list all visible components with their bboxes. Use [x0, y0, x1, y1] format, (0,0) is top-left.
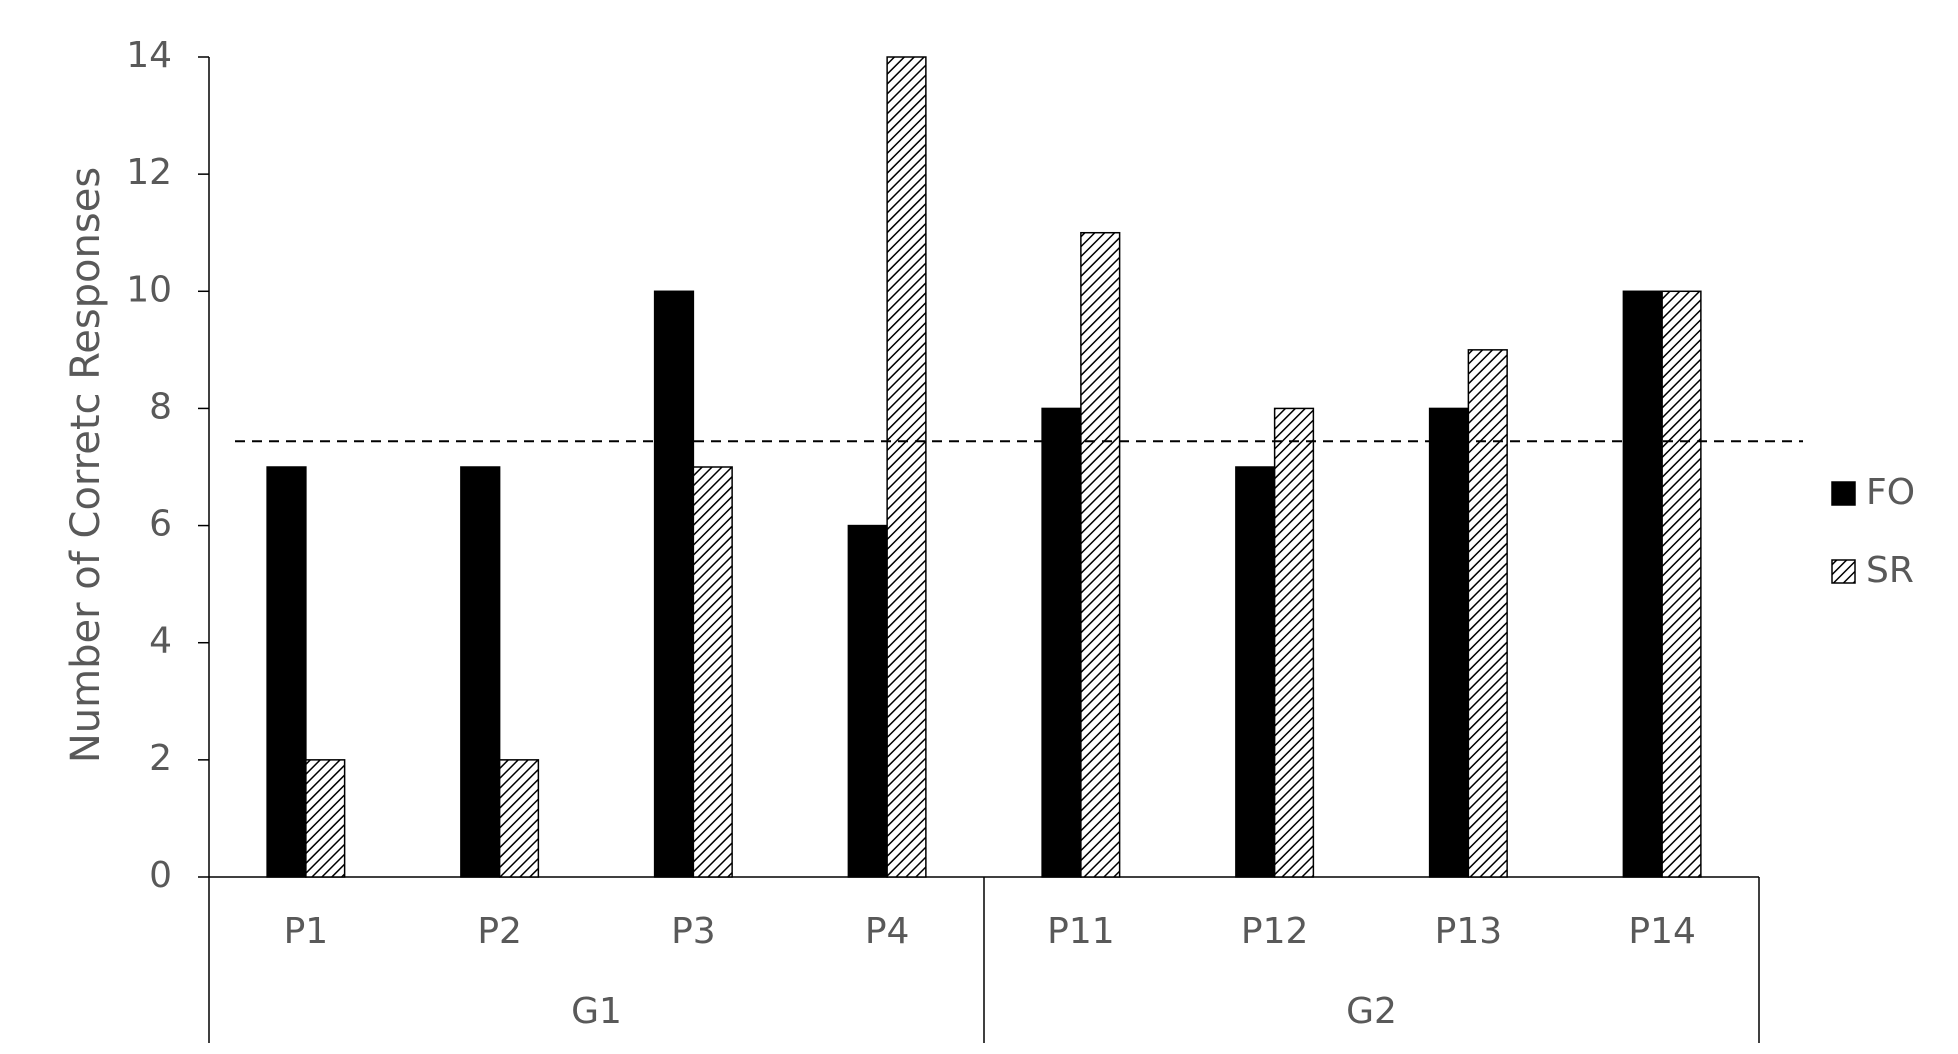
group-label: G1 [571, 991, 622, 1032]
bar [1273, 407, 1315, 878]
x-tick-label: P1 [284, 911, 329, 952]
y-tick-label: 6 [149, 504, 172, 545]
bar [1080, 231, 1121, 878]
x-tick-label: P12 [1241, 911, 1309, 952]
bar [1467, 349, 1508, 878]
legend-swatch [1831, 559, 1856, 584]
y-axis-title: Number of Corretc Responses [63, 167, 109, 763]
bar [1428, 407, 1470, 878]
legend-label: SR [1866, 550, 1914, 591]
bar [498, 759, 540, 878]
y-tick-label: 2 [149, 738, 172, 779]
y-tick-label: 10 [126, 269, 172, 310]
bar [847, 524, 888, 878]
bar [266, 466, 307, 878]
x-tick-label: P2 [477, 911, 522, 952]
bar [1661, 290, 1702, 878]
bar [1235, 466, 1276, 878]
bar [460, 466, 501, 878]
group-label: G2 [1346, 991, 1397, 1032]
bar [1041, 407, 1082, 878]
x-tick-label: P3 [671, 911, 716, 952]
y-tick-label: 0 [149, 855, 172, 896]
y-tick-label: 4 [149, 621, 172, 662]
legend-swatch [1831, 481, 1856, 506]
x-tick-label: P11 [1047, 911, 1115, 952]
bar [692, 466, 733, 878]
y-tick-label: 12 [126, 152, 172, 193]
bar [305, 759, 346, 878]
x-tick-label: P13 [1435, 911, 1503, 952]
y-tick-label: 14 [126, 35, 172, 76]
bar [653, 290, 695, 878]
legend-label: FO [1866, 472, 1915, 513]
bar [886, 56, 927, 878]
y-tick-label: 8 [149, 386, 172, 427]
x-tick-label: P4 [865, 911, 910, 952]
bar [1622, 290, 1663, 878]
x-tick-label: P14 [1628, 911, 1696, 952]
